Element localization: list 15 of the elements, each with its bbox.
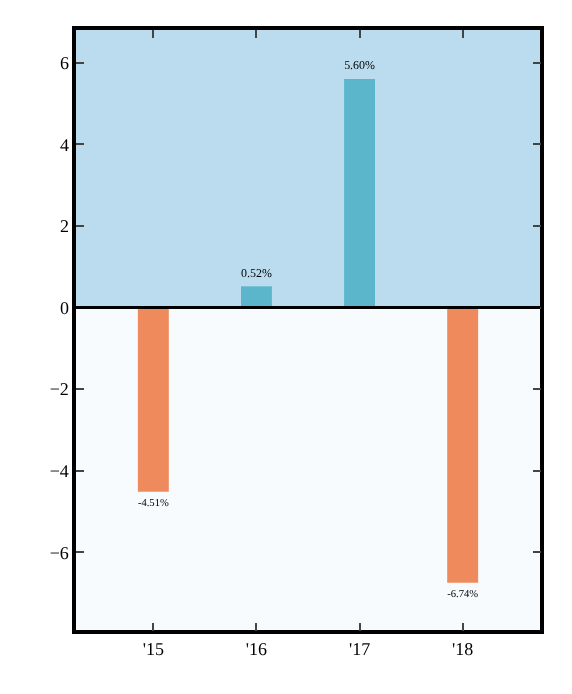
y-tick-label: −4 — [49, 461, 70, 482]
bar — [240, 286, 272, 308]
bar — [137, 307, 169, 492]
x-tick-label: '16 — [245, 639, 269, 660]
y-tick-label: −6 — [49, 542, 70, 563]
y-tick-label: 0 — [59, 297, 70, 318]
bar — [447, 307, 479, 583]
x-tick-label: '15 — [142, 639, 165, 660]
y-tick-label: −2 — [49, 379, 69, 400]
y-tick-label: 4 — [59, 134, 70, 155]
x-tick-label: '18 — [452, 639, 475, 660]
y-tick-label: 6 — [59, 52, 70, 73]
y-tick-label: 2 — [59, 216, 69, 237]
x-tick-label: '17 — [348, 639, 372, 660]
bar — [344, 78, 376, 308]
